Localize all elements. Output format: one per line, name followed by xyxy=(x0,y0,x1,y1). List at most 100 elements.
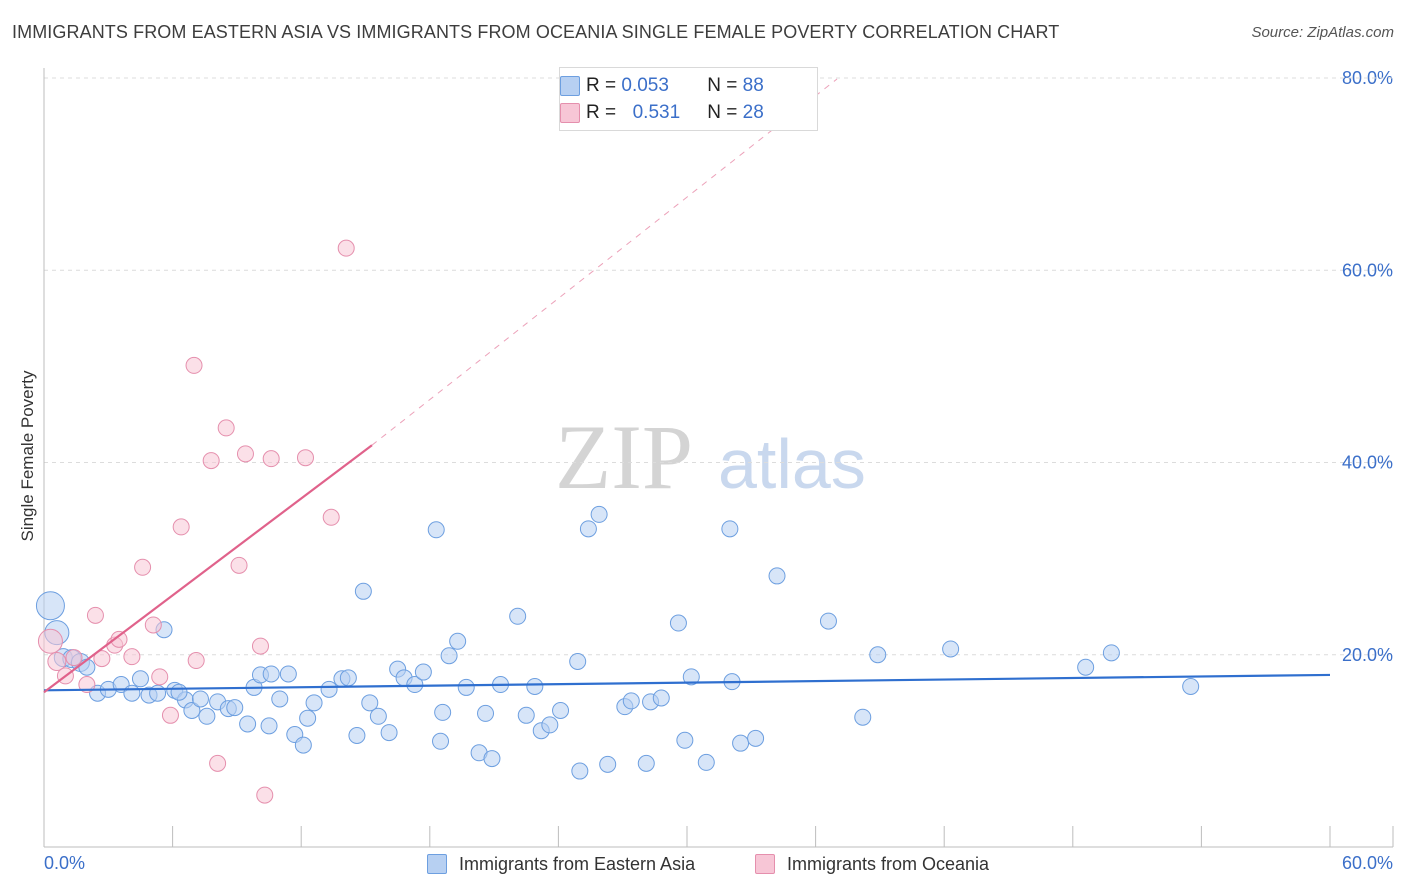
legend-n-value: 88 xyxy=(742,75,764,96)
point-oceania xyxy=(172,518,190,536)
point-eastern-asia xyxy=(339,669,357,687)
point-eastern-asia xyxy=(427,521,445,539)
point-oceania xyxy=(144,616,162,634)
bottom-legend-label-oceania: Immigrants from Oceania xyxy=(787,853,990,874)
legend-r-label: R = xyxy=(586,102,617,123)
point-oceania xyxy=(236,445,254,463)
point-eastern-asia xyxy=(305,694,323,712)
bottom-legend-oceania: Immigrants from Oceania xyxy=(755,852,989,876)
legend-r-value: 0.531 xyxy=(632,102,681,123)
watermark-zip: ZIP xyxy=(555,406,693,508)
legend-swatch-eastern-asia xyxy=(560,76,580,96)
point-eastern-asia xyxy=(517,706,535,724)
trendline-oceania xyxy=(43,444,373,694)
point-eastern-asia xyxy=(449,632,467,650)
point-oceania xyxy=(161,706,179,724)
legend-swatch-oceania xyxy=(560,103,580,123)
point-eastern-asia xyxy=(239,715,257,733)
y-tick-label-60: 60.0% xyxy=(1342,260,1393,280)
point-eastern-asia xyxy=(123,684,141,702)
point-eastern-asia xyxy=(348,726,366,744)
bottom-legend-label-eastern-asia: Immigrants from Eastern Asia xyxy=(459,853,696,874)
point-eastern-asia xyxy=(294,736,312,754)
point-eastern-asia xyxy=(320,680,338,698)
point-oceania xyxy=(202,452,220,470)
point-oceania xyxy=(251,637,269,655)
point-oceania xyxy=(78,676,96,694)
point-eastern-asia xyxy=(414,663,432,681)
point-eastern-asia xyxy=(854,708,872,726)
correlation-legend: R = 0.053 N = 88 R = 0.531 N = 28 xyxy=(559,67,818,131)
bottom-legend-swatch-eastern-asia xyxy=(427,854,447,874)
point-eastern-asia xyxy=(432,732,450,750)
point-oceania xyxy=(123,648,141,666)
point-eastern-asia xyxy=(262,665,280,683)
point-eastern-asia xyxy=(361,694,379,712)
legend-r-label: R = xyxy=(586,75,617,96)
point-oceania xyxy=(110,630,128,648)
point-eastern-asia xyxy=(483,750,501,768)
watermark-atlas: atlas xyxy=(718,425,866,503)
point-oceania xyxy=(47,651,67,671)
point-eastern-asia xyxy=(440,647,458,665)
point-eastern-asia xyxy=(191,690,209,708)
point-oceania xyxy=(322,508,340,526)
trendline-oceania-extension xyxy=(371,78,838,446)
point-eastern-asia xyxy=(299,709,317,727)
legend-row-eastern-asia: R = 0.053 N = 88 xyxy=(560,74,764,98)
point-eastern-asia xyxy=(552,702,570,720)
point-eastern-asia xyxy=(869,646,887,664)
point-eastern-asia xyxy=(747,729,765,747)
point-eastern-asia xyxy=(183,702,201,720)
point-oceania xyxy=(134,558,152,576)
point-eastern-asia xyxy=(942,640,960,658)
x-tick-label-min: 0.0% xyxy=(44,853,85,873)
point-oceania xyxy=(93,650,111,668)
point-oceania xyxy=(262,450,280,468)
point-eastern-asia xyxy=(1182,677,1200,695)
point-eastern-asia xyxy=(732,734,750,752)
point-eastern-asia xyxy=(279,665,297,683)
point-eastern-asia xyxy=(637,754,655,772)
point-oceania xyxy=(65,649,83,667)
point-eastern-asia xyxy=(226,699,244,717)
point-eastern-asia xyxy=(569,652,587,670)
source-label: Source: ZipAtlas.com xyxy=(1251,24,1394,41)
point-oceania xyxy=(337,239,355,257)
point-eastern-asia xyxy=(526,677,544,695)
point-eastern-asia xyxy=(669,614,687,632)
point-eastern-asia xyxy=(434,703,452,721)
point-eastern-asia xyxy=(768,567,786,585)
chart-title: IMMIGRANTS FROM EASTERN ASIA VS IMMIGRAN… xyxy=(12,22,1060,42)
point-eastern-asia xyxy=(457,678,475,696)
point-eastern-asia xyxy=(260,717,278,735)
point-eastern-asia xyxy=(35,591,65,621)
point-eastern-asia xyxy=(271,690,289,708)
point-eastern-asia xyxy=(579,520,597,538)
legend-r-value: 0.053 xyxy=(621,75,669,96)
point-eastern-asia xyxy=(571,762,589,780)
point-eastern-asia xyxy=(354,582,372,600)
point-eastern-asia xyxy=(622,692,640,710)
point-eastern-asia xyxy=(369,707,387,725)
trendline-eastern-asia xyxy=(43,673,1331,692)
point-eastern-asia xyxy=(599,755,617,773)
point-eastern-asia xyxy=(682,668,700,686)
point-oceania xyxy=(209,754,227,772)
point-eastern-asia xyxy=(1102,644,1120,662)
point-eastern-asia xyxy=(406,676,424,694)
point-eastern-asia xyxy=(676,731,694,749)
point-oceania xyxy=(37,628,63,654)
point-oceania xyxy=(187,652,205,670)
point-eastern-asia xyxy=(721,520,739,538)
point-oceania xyxy=(217,419,235,437)
point-eastern-asia xyxy=(652,689,670,707)
point-eastern-asia xyxy=(819,612,837,630)
legend-n-value: 28 xyxy=(742,102,764,123)
point-oceania xyxy=(296,449,314,467)
point-eastern-asia xyxy=(509,607,527,625)
legend-row-oceania: R = 0.531 N = 28 xyxy=(560,101,764,125)
point-eastern-asia xyxy=(170,683,188,701)
point-eastern-asia xyxy=(590,505,608,523)
legend-n-label: N = xyxy=(707,75,738,96)
